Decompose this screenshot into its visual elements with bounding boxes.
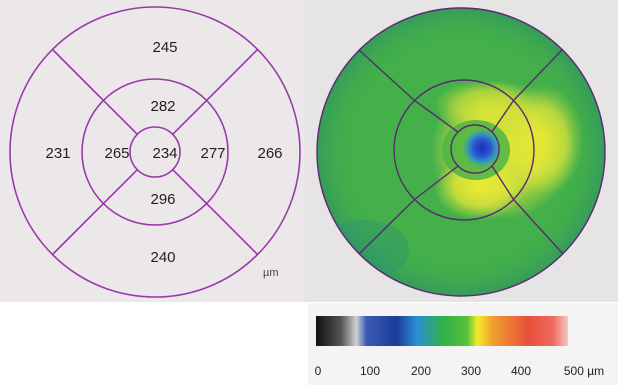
color-scale-legend: 0 100 200 300 400 500 µm [308, 303, 618, 385]
scale-tick-300: 300 [461, 364, 481, 378]
outer-inferior-value: 240 [150, 249, 175, 266]
sector-line-ur [206, 48, 259, 101]
map-outer-ring [316, 7, 606, 297]
sector-line-inner-ur [172, 99, 208, 135]
inner-ring [81, 78, 229, 226]
map-inner-ring [393, 79, 535, 221]
sector-line-inner-ul [102, 99, 138, 135]
outer-superior-value: 245 [152, 39, 177, 56]
thickness-colormap [316, 7, 606, 297]
inner-right-value: 277 [200, 145, 225, 162]
sector-line-inner-lr [172, 169, 208, 205]
inner-left-value: 265 [104, 145, 129, 162]
thickness-colormap-panel [304, 0, 618, 302]
sector-line-ll [51, 203, 104, 256]
scale-tick-200: 200 [411, 364, 431, 378]
sector-line-inner-ll [102, 169, 138, 205]
center-ring [129, 126, 181, 178]
scale-tick-500: 500 µm [564, 364, 604, 378]
inner-superior-value: 282 [150, 98, 175, 115]
thickness-grid-panel: 245 282 231 265 234 277 266 296 240 µm [0, 0, 304, 302]
sector-line-ul [51, 48, 104, 101]
inner-inferior-value: 296 [150, 191, 175, 208]
map-line-ul [358, 49, 415, 102]
scale-gradient-bar [316, 316, 568, 346]
outer-left-value: 231 [45, 145, 70, 162]
scale-tick-400: 400 [511, 364, 531, 378]
outer-right-value: 266 [257, 145, 282, 162]
scale-tick-0: 0 [315, 364, 322, 378]
color-scale: 0 100 200 300 400 500 µm [315, 316, 604, 378]
map-center-ring [450, 124, 500, 174]
unit-label: µm [263, 267, 279, 279]
outer-ring [9, 6, 301, 298]
center-value: 234 [152, 145, 177, 162]
sector-line-lr [206, 203, 259, 256]
scale-tick-100: 100 [360, 364, 380, 378]
thickness-grid: 245 282 231 265 234 277 266 296 240 µm [9, 6, 301, 298]
